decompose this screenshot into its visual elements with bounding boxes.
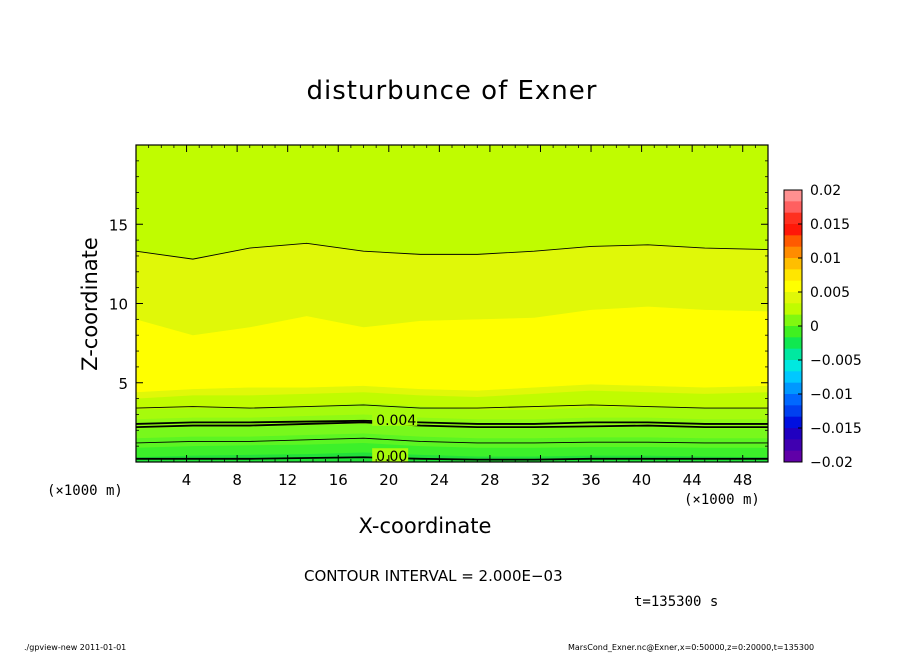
colorbar-segment-15 <box>784 360 802 372</box>
chart-title: disturbunce of Exner <box>306 76 598 106</box>
footer-file-label: MarsCond_Exner.nc@Exner,x=0:50000,z=0:20… <box>568 643 815 652</box>
colorbar-segment-6 <box>784 258 802 270</box>
time-label: t=135300 s <box>634 594 719 610</box>
colorbar-segment-9 <box>784 292 802 304</box>
contour-label-bg-0 <box>372 448 409 463</box>
x-tick-label-4: 20 <box>379 471 398 489</box>
colorbar-segment-12 <box>784 326 802 338</box>
x-tick-label-1: 8 <box>232 471 242 489</box>
x-tick-label-11: 48 <box>733 471 752 489</box>
filled-contour-bands <box>136 145 768 462</box>
colorbar-segment-16 <box>784 371 802 384</box>
colorbar-segment-14 <box>784 348 802 361</box>
colorbar-label-0: 0.02 <box>810 183 841 199</box>
colorbar-label-5: −0.005 <box>810 353 862 369</box>
contour-label-0: 0.00 <box>376 449 407 465</box>
x-tick-label-10: 44 <box>683 471 702 489</box>
colorbar-segment-13 <box>784 337 802 350</box>
contour-line-0 <box>136 456 768 461</box>
colorbar-segment-19 <box>784 405 802 418</box>
y-tick-label-0: 5 <box>118 375 128 393</box>
contour-interval-label: CONTOUR INTERVAL = 2.000E−03 <box>304 567 563 585</box>
x-tick-label-6: 28 <box>480 471 499 489</box>
colorbar-segment-4 <box>784 235 802 248</box>
colorbar-segment-11 <box>784 314 802 327</box>
colorbar-segment-8 <box>784 280 802 293</box>
colorbar-segment-3 <box>784 224 802 236</box>
colorbar-segment-22 <box>784 439 802 452</box>
x-axis-label: X-coordinate <box>358 514 492 538</box>
contour-line-4 <box>135 404 768 409</box>
colorbar-label-6: −0.01 <box>810 387 853 403</box>
colorbar-label-4: 0 <box>810 319 819 335</box>
x-tick-label-7: 32 <box>531 471 550 489</box>
contour-label-bg-3 <box>372 411 418 426</box>
contour-line-3 <box>135 419 768 425</box>
colorbar: 0.02 0.015 0.01 0.005 0 −0.005 −0.01 −0.015 −0.0… <box>783 183 862 471</box>
colorbar-label-2: 0.01 <box>810 251 841 267</box>
contour-line-2 <box>135 421 768 429</box>
x-tick-label-3: 16 <box>329 471 348 489</box>
colorbar-segment-7 <box>784 269 802 282</box>
y-axis-label: Z-coordinate <box>78 237 102 371</box>
colorbar-label-8: −0.02 <box>810 455 853 471</box>
colorbar-segment-21 <box>784 428 802 440</box>
x-tick-label-8: 36 <box>581 471 600 489</box>
colorbar-segment-17 <box>784 382 802 395</box>
x-tick-label-0: 4 <box>182 471 192 489</box>
colorbar-segment-18 <box>784 394 802 406</box>
x-tick-label-2: 12 <box>278 471 297 489</box>
colorbar-segment-20 <box>784 416 802 429</box>
colorbar-segment-10 <box>784 303 802 316</box>
x-axis-unit-right: (×1000 m) <box>684 492 760 508</box>
colorbar-label-3: 0.005 <box>810 285 850 301</box>
x-axis-unit-left: (×1000 m) <box>47 483 123 499</box>
colorbar-segment-23 <box>784 450 802 463</box>
y-tick-label-1: 10 <box>109 296 128 314</box>
y-axis-ticks: 5 10 15 <box>109 160 768 447</box>
contour-line-1 <box>135 437 768 444</box>
colorbar-segment-1 <box>784 201 802 214</box>
colorbar-segment-5 <box>784 246 802 259</box>
colorbar-segment-2 <box>784 212 802 225</box>
contour-label-3: 0.004 <box>376 413 416 429</box>
colorbar-label-7: −0.015 <box>810 421 862 437</box>
contour-lines: 0.00 0.004 <box>135 242 769 465</box>
x-tick-label-5: 24 <box>430 471 449 489</box>
x-axis-ticks: 4 8 12 16 20 24 28 32 36 40 44 48 <box>148 145 756 489</box>
footer-program-label: ./gpview-new 2011-01-01 <box>24 643 127 652</box>
x-tick-label-9: 40 <box>632 471 651 489</box>
colorbar-segment-0 <box>784 190 802 202</box>
y-tick-label-2: 15 <box>109 216 128 234</box>
contour-line-5 <box>135 242 769 260</box>
colorbar-label-1: 0.015 <box>810 217 850 233</box>
